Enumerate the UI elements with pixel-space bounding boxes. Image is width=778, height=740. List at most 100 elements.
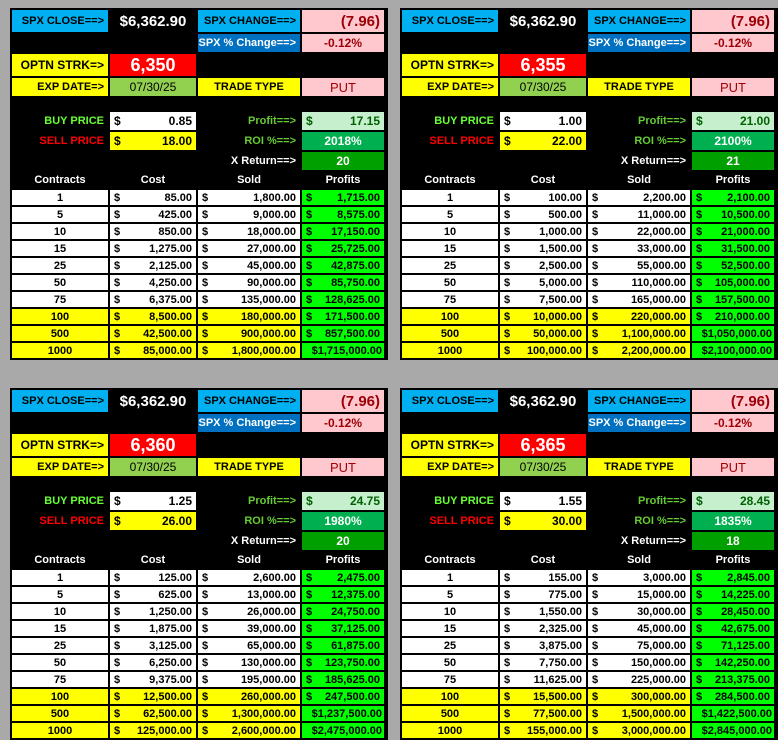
profit-value[interactable]: $21.00 [692, 112, 774, 130]
sold-cell[interactable]: $165,000.00 [588, 292, 690, 307]
contracts-cell[interactable]: 15 [12, 621, 108, 636]
contracts-cell[interactable]: 15 [402, 621, 498, 636]
profits-cell[interactable]: $247,500.00 [302, 689, 384, 704]
trade-type-value[interactable]: PUT [302, 78, 384, 96]
sold-cell[interactable]: $22,000.00 [588, 224, 690, 239]
profits-cell[interactable]: $857,500.00 [302, 326, 384, 341]
profits-cell[interactable]: $128,625.00 [302, 292, 384, 307]
cost-cell[interactable]: $3,875.00 [500, 638, 586, 653]
sold-cell[interactable]: $2,600,000.00 [198, 723, 300, 738]
cost-cell[interactable]: $155.00 [500, 570, 586, 585]
cost-cell[interactable]: $2,125.00 [110, 258, 196, 273]
sold-cell[interactable]: $300,000.00 [588, 689, 690, 704]
sold-cell[interactable]: $90,000.00 [198, 275, 300, 290]
cost-cell[interactable]: $500.00 [500, 207, 586, 222]
cost-cell[interactable]: $7,500.00 [500, 292, 586, 307]
cost-cell[interactable]: $100,000.00 [500, 343, 586, 358]
profits-cell[interactable]: $14,225.00 [692, 587, 774, 602]
profits-cell[interactable]: $213,375.00 [692, 672, 774, 687]
roi-value[interactable]: 1980% [302, 512, 384, 530]
contracts-cell[interactable]: 1000 [402, 723, 498, 738]
sold-cell[interactable]: $2,200,000.00 [588, 343, 690, 358]
contracts-cell[interactable]: 50 [12, 275, 108, 290]
exp-date-value[interactable]: 07/30/25 [500, 78, 586, 96]
strike-value[interactable]: 6,360 [110, 434, 196, 456]
contracts-cell[interactable]: 50 [12, 655, 108, 670]
profits-cell[interactable]: $171,500.00 [302, 309, 384, 324]
contracts-cell[interactable]: 75 [402, 672, 498, 687]
cost-cell[interactable]: $11,625.00 [500, 672, 586, 687]
profits-cell[interactable]: $2,100,000.00 [692, 343, 774, 358]
sold-cell[interactable]: $3,000.00 [588, 570, 690, 585]
profits-cell[interactable]: $37,125.00 [302, 621, 384, 636]
sold-cell[interactable]: $220,000.00 [588, 309, 690, 324]
profits-cell[interactable]: $2,845.00 [692, 570, 774, 585]
contracts-cell[interactable]: 10 [402, 604, 498, 619]
profits-cell[interactable]: $157,500.00 [692, 292, 774, 307]
contracts-cell[interactable]: 5 [402, 587, 498, 602]
buy-price-input[interactable]: $0.85 [110, 112, 196, 130]
profits-cell[interactable]: $2,100.00 [692, 190, 774, 205]
cost-cell[interactable]: $62,500.00 [110, 706, 196, 721]
sold-cell[interactable]: $11,000.00 [588, 207, 690, 222]
exp-date-value[interactable]: 07/30/25 [500, 458, 586, 476]
sold-cell[interactable]: $3,000,000.00 [588, 723, 690, 738]
contracts-cell[interactable]: 500 [402, 706, 498, 721]
cost-cell[interactable]: $850.00 [110, 224, 196, 239]
sold-cell[interactable]: $45,000.00 [588, 621, 690, 636]
cost-cell[interactable]: $125,000.00 [110, 723, 196, 738]
contracts-cell[interactable]: 100 [402, 689, 498, 704]
sold-cell[interactable]: $130,000.00 [198, 655, 300, 670]
spx-change-value[interactable]: (7.96) [302, 390, 384, 412]
buy-price-input[interactable]: $1.25 [110, 492, 196, 510]
sold-cell[interactable]: $55,000.00 [588, 258, 690, 273]
sold-cell[interactable]: $45,000.00 [198, 258, 300, 273]
contracts-cell[interactable]: 50 [402, 275, 498, 290]
contracts-cell[interactable]: 75 [402, 292, 498, 307]
contracts-cell[interactable]: 15 [12, 241, 108, 256]
sold-cell[interactable]: $18,000.00 [198, 224, 300, 239]
sold-cell[interactable]: $1,500,000.00 [588, 706, 690, 721]
profits-cell[interactable]: $1,715,000.00 [302, 343, 384, 358]
spx-close-value[interactable]: $6,362.90 [500, 390, 586, 412]
contracts-cell[interactable]: 500 [402, 326, 498, 341]
profits-cell[interactable]: $2,845,000.00 [692, 723, 774, 738]
spx-change-value[interactable]: (7.96) [692, 390, 774, 412]
cost-cell[interactable]: $1,275.00 [110, 241, 196, 256]
cost-cell[interactable]: $85.00 [110, 190, 196, 205]
profits-cell[interactable]: $42,875.00 [302, 258, 384, 273]
strike-value[interactable]: 6,350 [110, 54, 196, 76]
profits-cell[interactable]: $10,500.00 [692, 207, 774, 222]
contracts-cell[interactable]: 500 [12, 706, 108, 721]
profits-cell[interactable]: $1,237,500.00 [302, 706, 384, 721]
cost-cell[interactable]: $77,500.00 [500, 706, 586, 721]
sold-cell[interactable]: $30,000.00 [588, 604, 690, 619]
cost-cell[interactable]: $6,375.00 [110, 292, 196, 307]
contracts-cell[interactable]: 75 [12, 292, 108, 307]
cost-cell[interactable]: $5,000.00 [500, 275, 586, 290]
cost-cell[interactable]: $3,125.00 [110, 638, 196, 653]
contracts-cell[interactable]: 25 [12, 258, 108, 273]
contracts-cell[interactable]: 5 [12, 587, 108, 602]
profits-cell[interactable]: $210,000.00 [692, 309, 774, 324]
contracts-cell[interactable]: 100 [12, 309, 108, 324]
strike-value[interactable]: 6,365 [500, 434, 586, 456]
contracts-cell[interactable]: 500 [12, 326, 108, 341]
profits-cell[interactable]: $85,750.00 [302, 275, 384, 290]
profits-cell[interactable]: $71,125.00 [692, 638, 774, 653]
contracts-cell[interactable]: 10 [12, 604, 108, 619]
profits-cell[interactable]: $105,000.00 [692, 275, 774, 290]
contracts-cell[interactable]: 15 [402, 241, 498, 256]
exp-date-value[interactable]: 07/30/25 [110, 78, 196, 96]
contracts-cell[interactable]: 5 [402, 207, 498, 222]
contracts-cell[interactable]: 1 [12, 570, 108, 585]
sell-price-input[interactable]: $22.00 [500, 132, 586, 150]
cost-cell[interactable]: $1,250.00 [110, 604, 196, 619]
profits-cell[interactable]: $1,715.00 [302, 190, 384, 205]
contracts-cell[interactable]: 50 [402, 655, 498, 670]
contracts-cell[interactable]: 1000 [12, 723, 108, 738]
profits-cell[interactable]: $2,475.00 [302, 570, 384, 585]
profits-cell[interactable]: $52,500.00 [692, 258, 774, 273]
cost-cell[interactable]: $85,000.00 [110, 343, 196, 358]
sold-cell[interactable]: $15,000.00 [588, 587, 690, 602]
